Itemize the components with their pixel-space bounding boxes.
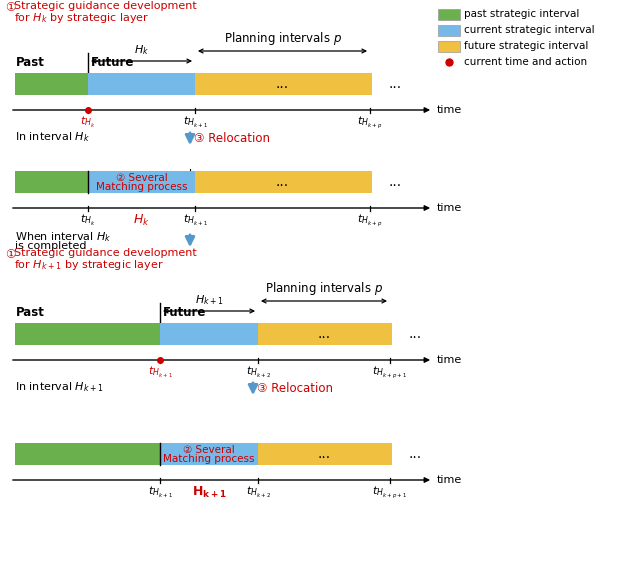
Bar <box>88 73 195 95</box>
Text: ①: ① <box>5 248 15 261</box>
Text: Past: Past <box>16 56 45 69</box>
Text: $H_k$: $H_k$ <box>133 213 150 228</box>
Text: ...: ... <box>317 327 331 341</box>
Text: $\mathbf{H_{k+1}}$: $\mathbf{H_{k+1}}$ <box>191 485 227 500</box>
Text: ...: ... <box>317 447 331 461</box>
Bar <box>88 171 195 193</box>
Text: ①: ① <box>5 1 15 14</box>
Text: ③ Relocation: ③ Relocation <box>257 382 333 395</box>
Text: $t_{H_{k+1}}$: $t_{H_{k+1}}$ <box>182 213 207 228</box>
Text: $H_k$: $H_k$ <box>134 43 149 57</box>
Text: time: time <box>437 355 462 365</box>
Text: $t_{H_{k+1}}$: $t_{H_{k+1}}$ <box>148 365 172 380</box>
Text: ...: ... <box>276 175 289 189</box>
Text: ② Several: ② Several <box>116 173 168 183</box>
Text: Strategic guidance development: Strategic guidance development <box>14 1 196 11</box>
Text: $t_{H_{k+p}}$: $t_{H_{k+p}}$ <box>357 115 383 131</box>
Bar <box>438 25 460 35</box>
Bar <box>438 9 460 19</box>
Text: In interval $H_{k+1}$: In interval $H_{k+1}$ <box>15 380 104 394</box>
Text: past strategic interval: past strategic interval <box>464 9 579 19</box>
Text: $t_{H_{k+1}}$: $t_{H_{k+1}}$ <box>182 115 207 130</box>
Text: Matching process: Matching process <box>163 454 255 464</box>
Text: is completed: is completed <box>15 241 86 251</box>
Text: $t_{H_{k+2}}$: $t_{H_{k+2}}$ <box>246 365 271 380</box>
Text: $t_{H_{k+1}}$: $t_{H_{k+1}}$ <box>148 485 172 500</box>
Text: current time and action: current time and action <box>464 57 587 67</box>
Text: Matching process: Matching process <box>96 182 188 192</box>
Bar <box>160 323 258 345</box>
Text: ...: ... <box>276 77 289 91</box>
Text: Strategic guidance development: Strategic guidance development <box>14 248 196 258</box>
Text: ③ Relocation: ③ Relocation <box>194 132 270 145</box>
Text: In interval $H_k$: In interval $H_k$ <box>15 130 90 144</box>
Text: $t_{H_{k+p+1}}$: $t_{H_{k+p+1}}$ <box>372 365 408 381</box>
Text: Planning intervals $p$: Planning intervals $p$ <box>223 30 342 47</box>
Text: time: time <box>437 105 462 115</box>
Text: time: time <box>437 203 462 213</box>
Text: ...: ... <box>408 447 421 461</box>
Text: ...: ... <box>408 327 421 341</box>
Text: When interval $H_k$: When interval $H_k$ <box>15 230 111 244</box>
Bar <box>258 443 392 465</box>
Text: $t_{H_{k+p}}$: $t_{H_{k+p}}$ <box>357 213 383 229</box>
Bar <box>438 41 460 51</box>
Text: Past: Past <box>16 306 45 319</box>
Bar <box>258 323 392 345</box>
Text: future strategic interval: future strategic interval <box>464 41 588 51</box>
Bar <box>195 73 372 95</box>
Bar <box>15 73 88 95</box>
Text: Planning intervals $p$: Planning intervals $p$ <box>265 280 383 297</box>
Bar <box>160 443 258 465</box>
Text: $t_{H_{k+2}}$: $t_{H_{k+2}}$ <box>246 485 271 500</box>
Text: current strategic interval: current strategic interval <box>464 25 595 35</box>
Text: ② Several: ② Several <box>183 445 235 455</box>
Text: for $H_k$ by strategic layer: for $H_k$ by strategic layer <box>14 11 149 25</box>
Bar <box>15 171 88 193</box>
Text: $t_{H_k}$: $t_{H_k}$ <box>80 213 96 228</box>
Text: Future: Future <box>163 306 206 319</box>
Bar <box>195 171 372 193</box>
Text: $t_{H_k}$: $t_{H_k}$ <box>80 115 96 130</box>
Text: for $H_{k+1}$ by strategic layer: for $H_{k+1}$ by strategic layer <box>14 258 164 272</box>
Text: $t_{H_{k+p+1}}$: $t_{H_{k+p+1}}$ <box>372 485 408 501</box>
Text: ...: ... <box>388 175 401 189</box>
Text: Future: Future <box>91 56 134 69</box>
Text: time: time <box>437 475 462 485</box>
Bar <box>15 323 160 345</box>
Bar <box>15 443 160 465</box>
Text: $H_{k+1}$: $H_{k+1}$ <box>195 293 223 307</box>
Text: ...: ... <box>388 77 401 91</box>
